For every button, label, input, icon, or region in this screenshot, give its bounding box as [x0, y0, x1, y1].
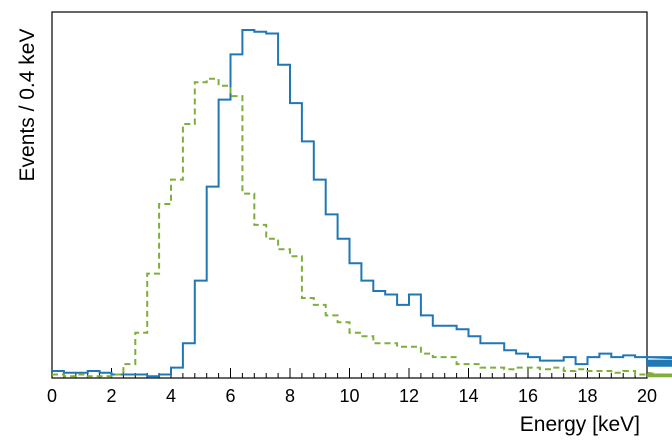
- x-tick-label: 2: [106, 386, 116, 406]
- series-layer: [52, 29, 672, 378]
- x-axis-title: Energy [keV]: [520, 413, 640, 436]
- x-axis-ticks: [51, 368, 648, 378]
- x-tick-label: 14: [458, 386, 478, 406]
- y-axis-title: Events / 0.4 keV: [16, 29, 39, 182]
- x-tick-label: 16: [518, 386, 538, 406]
- x-tick-label: 6: [225, 386, 235, 406]
- x-tick-label: 10: [339, 386, 359, 406]
- x-tick-label: 18: [577, 386, 597, 406]
- series-solid-line: [52, 29, 672, 378]
- series-dashed-line: [52, 77, 672, 378]
- x-tick-label: 8: [285, 386, 295, 406]
- x-tick-label: 0: [47, 386, 57, 406]
- x-tick-label: 12: [399, 386, 419, 406]
- x-tick-label: 4: [166, 386, 176, 406]
- x-axis-tick-labels: 0 2 4 6 8 10 12 14 16 18 20: [47, 386, 657, 406]
- x-tick-label: 20: [637, 386, 657, 406]
